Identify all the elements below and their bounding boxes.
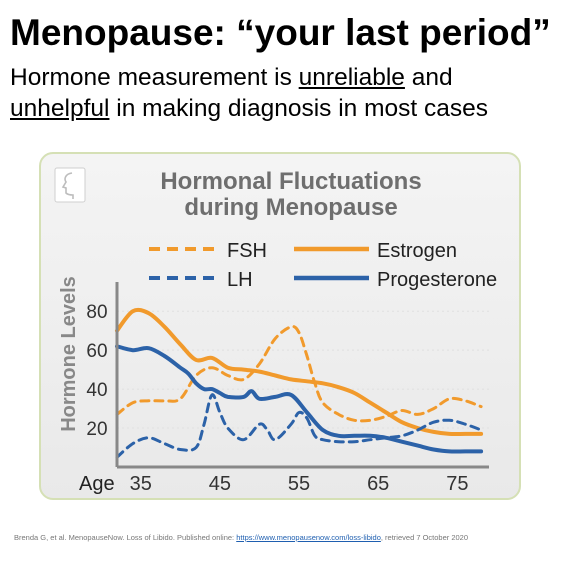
- citation: Brenda G, et al. MenopauseNow. Loss of L…: [14, 533, 468, 542]
- plot-guides: [117, 310, 489, 429]
- citation-retrieved: , retrieved 7 October 2020: [380, 533, 469, 542]
- series-line-estrogen: [115, 307, 484, 437]
- legend-label-estrogen: Estrogen: [377, 240, 457, 262]
- chart-title-line-2: during Menopause: [184, 194, 397, 221]
- subtitle-text-2: and: [404, 64, 453, 91]
- series-line-progesterone: [115, 344, 484, 454]
- y-tick-label: 80: [86, 302, 107, 323]
- y-tick-label: 60: [86, 341, 107, 362]
- subtitle-text-3: in making diagnosis in most cases: [109, 95, 489, 122]
- subtitle-underlined-2: unhelpful: [10, 95, 110, 122]
- chart-card: Hormonal Fluctuations during Menopause F…: [39, 152, 521, 500]
- y-axis-label: Hormone Levels: [58, 276, 80, 432]
- x-tick-label: 45: [209, 473, 231, 495]
- x-tick-label: 65: [367, 473, 389, 495]
- tick-labels: 20 40 60 80 35 45 55 65 75: [86, 302, 468, 495]
- legend-label-progesterone: Progesterone: [377, 269, 497, 291]
- legend-label-lh: LH: [227, 269, 253, 291]
- legend-label-fsh: FSH: [227, 240, 267, 262]
- series-line-lh: [115, 393, 483, 459]
- slide-title: Menopause: “your last period”: [10, 12, 551, 53]
- subtitle-text-1: Hormone measurement is: [10, 64, 299, 91]
- chart-legend: FSH Estrogen LH Progesterone: [149, 240, 497, 291]
- x-tick-label: 75: [446, 473, 468, 495]
- subtitle-underlined-1: unreliable: [298, 64, 405, 91]
- x-tick-label: 35: [130, 473, 152, 495]
- x-axis-label: Age: [79, 473, 115, 495]
- series-line-fsh: [115, 325, 483, 423]
- citation-link[interactable]: https://www.menopausenow.com/loss-libido: [236, 533, 381, 542]
- citation-text: Brenda G, et al. MenopauseNow. Loss of L…: [14, 533, 237, 542]
- axes: [115, 282, 489, 469]
- y-tick-label: 40: [86, 380, 107, 401]
- y-tick-label: 20: [86, 419, 107, 440]
- hormone-chart: Hormonal Fluctuations during Menopause F…: [54, 167, 497, 495]
- slide-subtitle: Hormone measurement is unreliable and unh…: [10, 62, 488, 124]
- chart-title-line-1: Hormonal Fluctuations: [160, 168, 421, 195]
- face-profile-icon: [54, 167, 86, 203]
- series-layer: [115, 307, 484, 459]
- x-tick-label: 55: [288, 473, 310, 495]
